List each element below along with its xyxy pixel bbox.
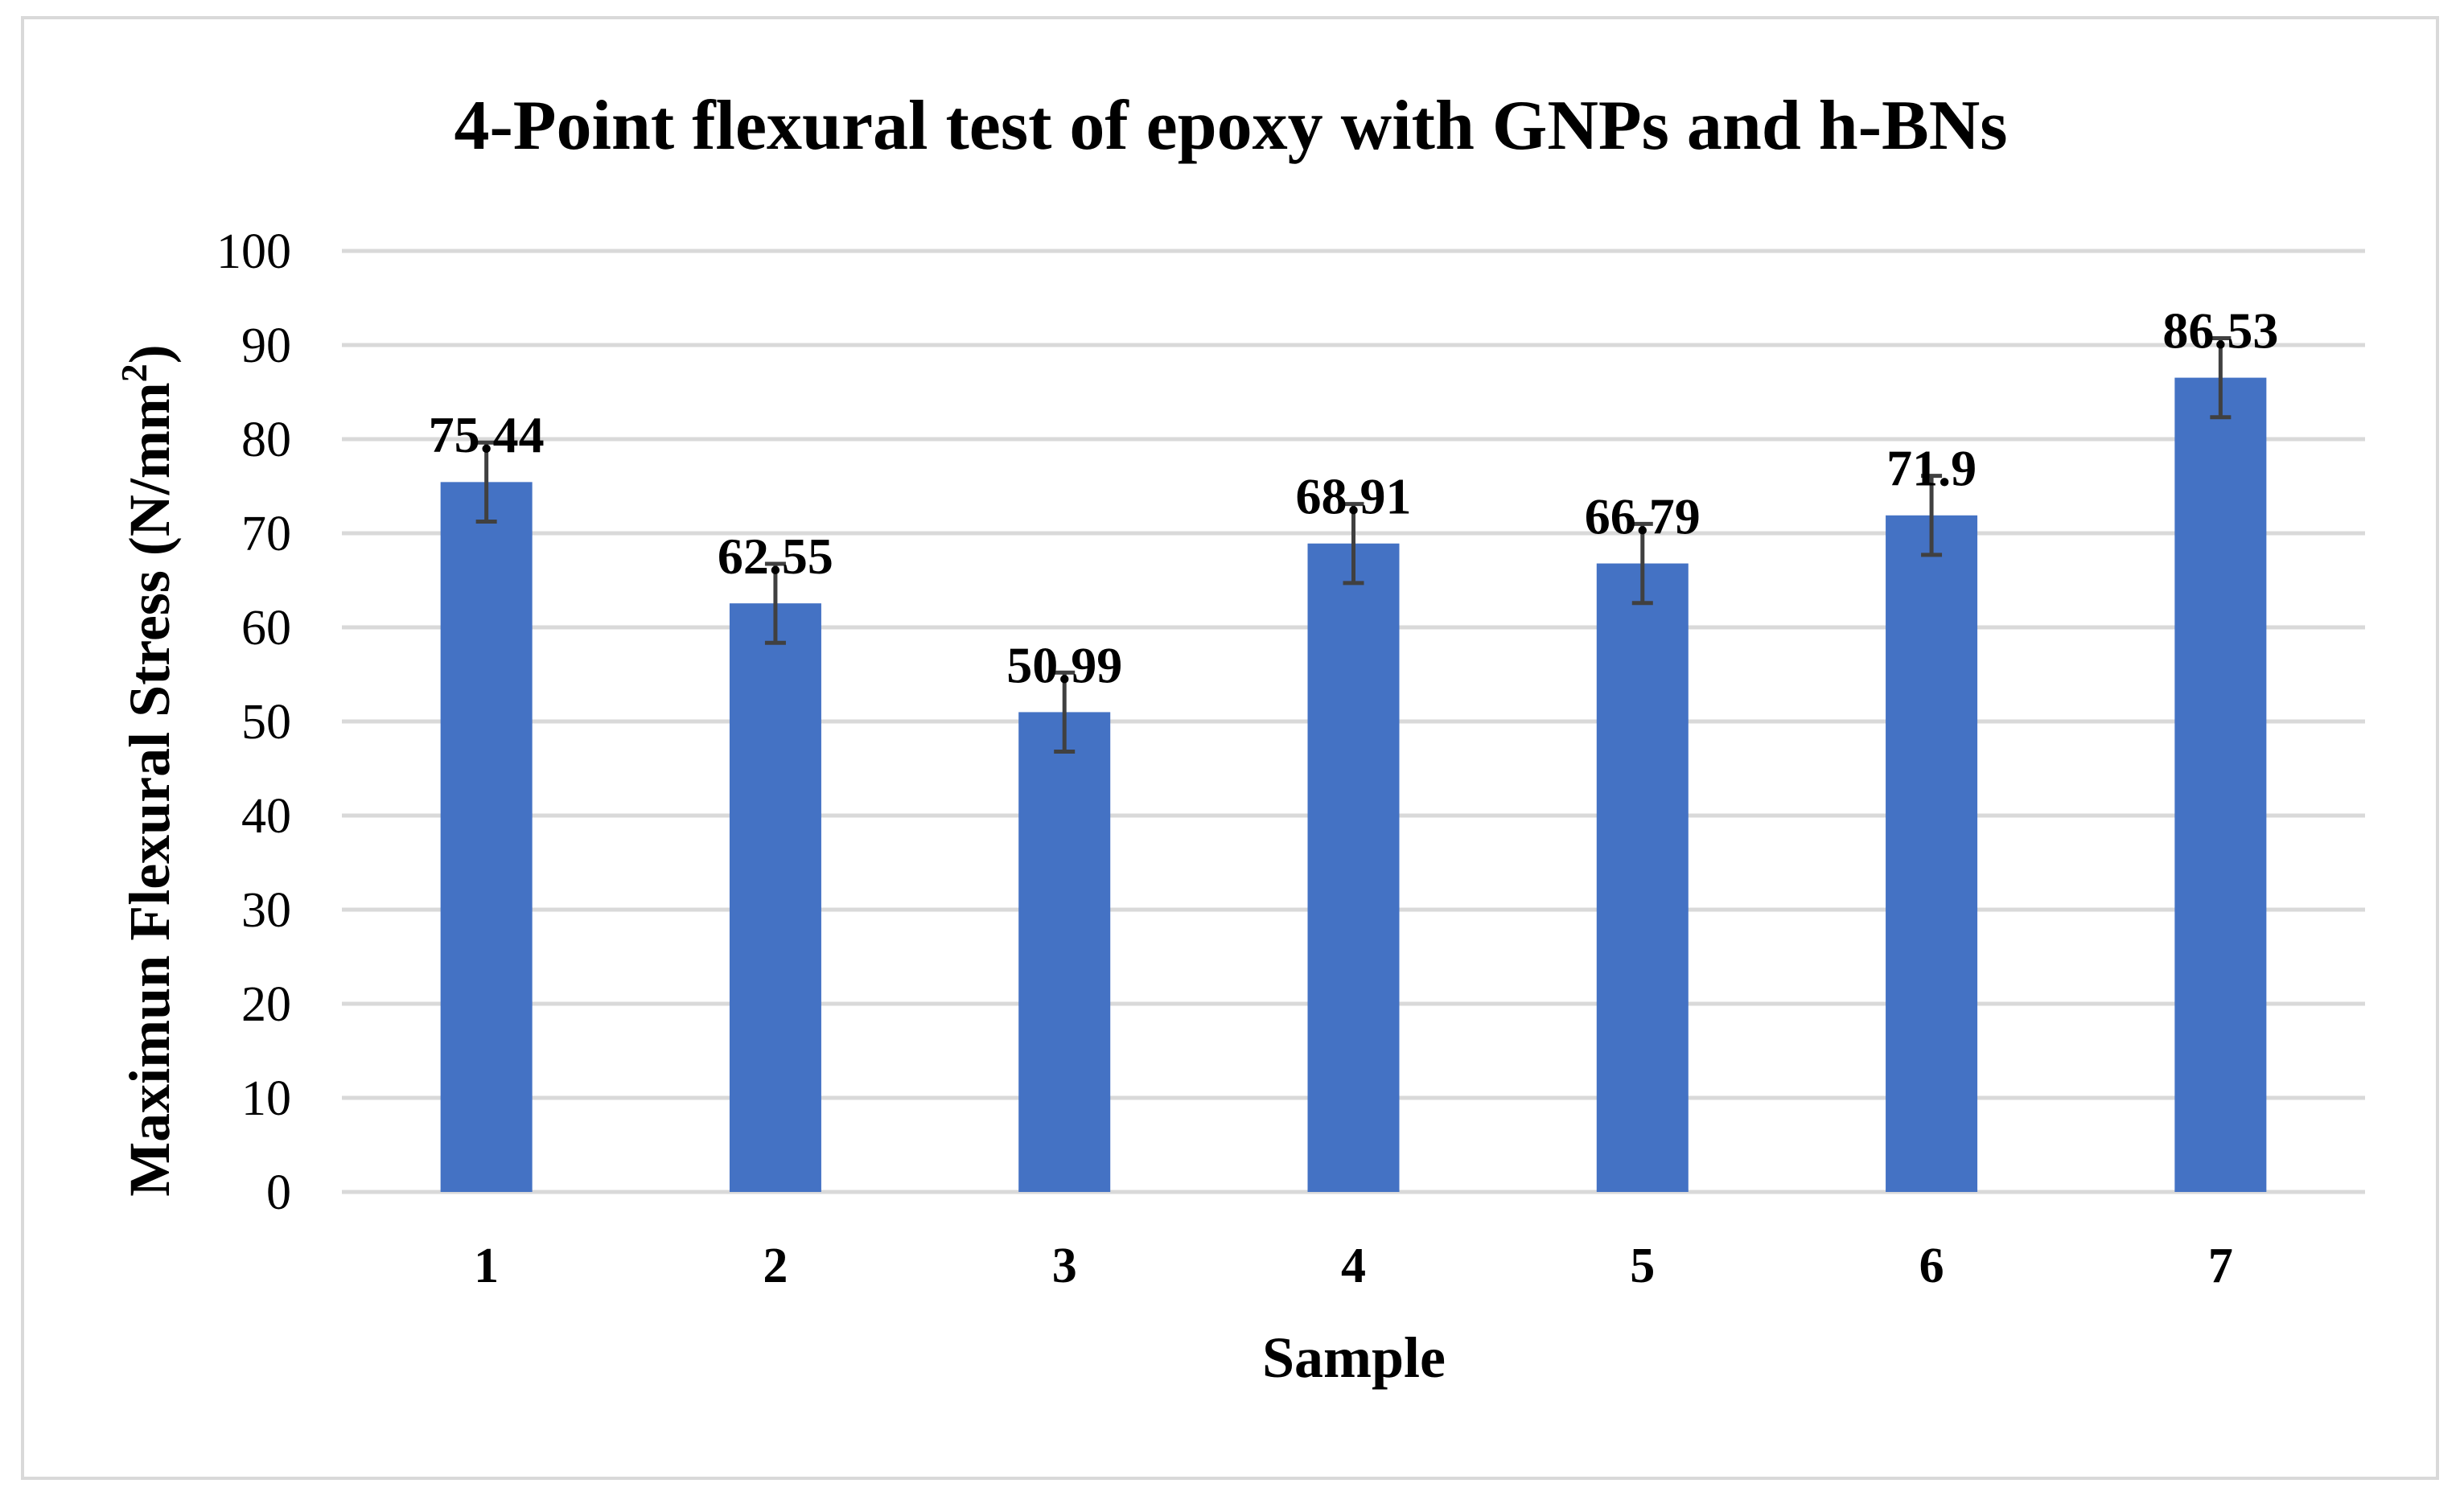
y-axis-title-main: Maximun Flexural Stress (N/mm: [117, 382, 182, 1197]
bar-sample-1: [440, 482, 533, 1192]
y-tick-label: 0: [266, 1165, 291, 1220]
y-tick-label: 70: [241, 507, 291, 561]
data-labels: 75.44 62.55 50.99 68.91 66.79 71.9 86.53: [429, 302, 2279, 693]
data-label: 68.91: [1296, 468, 1412, 525]
data-label: 86.53: [2162, 302, 2278, 359]
bars: [440, 377, 2267, 1192]
y-tick-label: 20: [241, 977, 291, 1032]
data-label: 75.44: [429, 406, 545, 463]
x-tick-label: 7: [2208, 1239, 2233, 1293]
y-tick-label: 50: [241, 695, 291, 750]
x-tick-label: 1: [474, 1239, 499, 1293]
x-axis-title: Sample: [1262, 1325, 1446, 1390]
data-label: 71.9: [1886, 440, 1977, 497]
chart-frame: [21, 16, 2439, 1480]
error-bars: [475, 335, 2232, 754]
bar-sample-2: [729, 603, 821, 1192]
y-tick-label: 80: [241, 413, 291, 467]
y-tick-label: 90: [241, 318, 291, 373]
bar-sample-6: [1886, 515, 1978, 1192]
bar-sample-3: [1018, 712, 1111, 1192]
data-label: 62.55: [718, 528, 833, 585]
chart-title: 4-Point flexural test of epoxy with GNPs…: [454, 87, 2007, 165]
y-tick-label: 100: [216, 224, 291, 279]
y-axis-title: Maximun Flexural Stress (N/mm2): [113, 344, 182, 1197]
y-axis-title-close: ): [117, 344, 182, 364]
x-tick-label: 2: [763, 1239, 788, 1293]
bar-sample-4: [1307, 543, 1400, 1192]
x-tick-label: 6: [1919, 1239, 1944, 1293]
y-tick-label: 60: [241, 601, 291, 655]
data-label: 66.79: [1585, 487, 1701, 545]
y-tick-label: 40: [241, 789, 291, 844]
data-label: 50.99: [1006, 636, 1122, 693]
y-tick-label: 30: [241, 883, 291, 938]
x-tick-label: 5: [1630, 1239, 1655, 1293]
x-axis-ticks: 1 2 3 4 5 6 7: [474, 1239, 2233, 1293]
bar-sample-7: [2174, 377, 2267, 1192]
y-axis-title-superscript: 2: [113, 364, 154, 382]
y-axis-ticks: 0 10 20 30 40 50 60 70 80 90 100: [216, 224, 291, 1220]
y-tick-label: 10: [241, 1071, 291, 1126]
x-tick-label: 4: [1341, 1239, 1366, 1293]
x-tick-label: 3: [1052, 1239, 1077, 1293]
gridlines: [342, 249, 2365, 1194]
bar-sample-5: [1596, 563, 1689, 1192]
